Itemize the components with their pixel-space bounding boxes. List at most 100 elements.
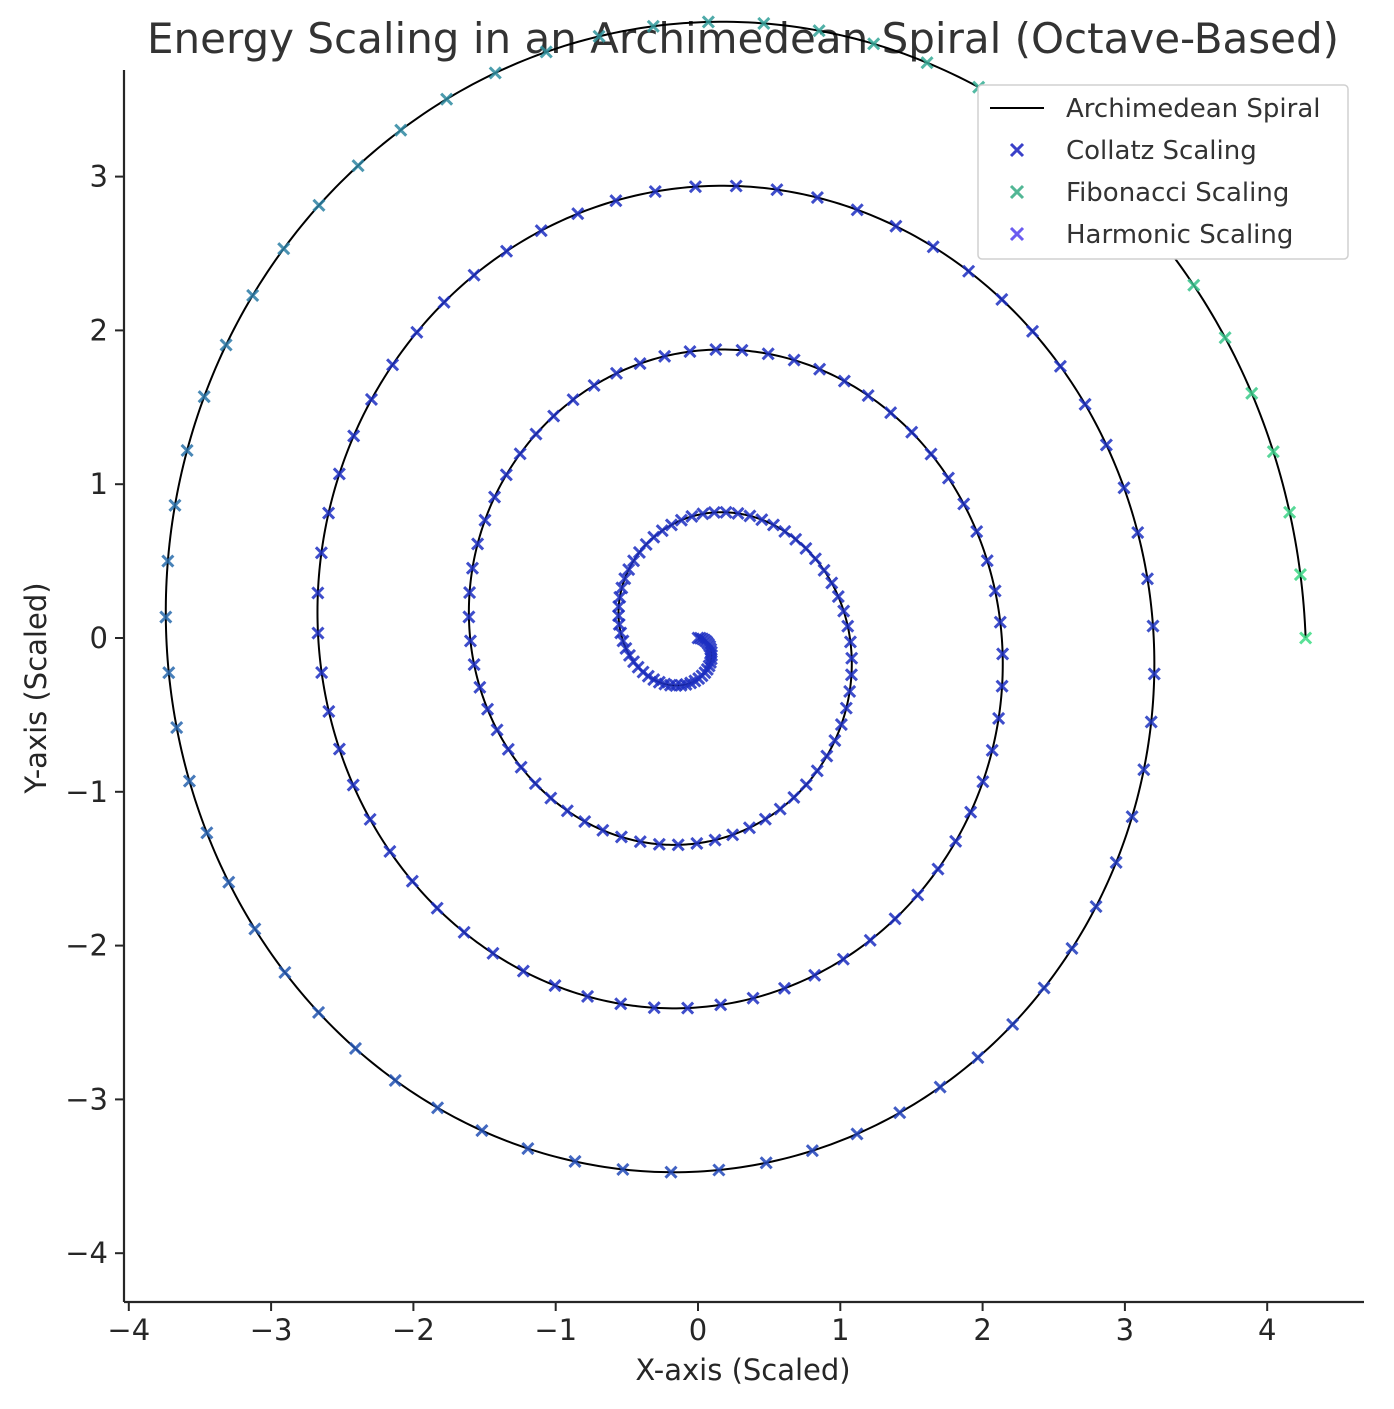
scatter-point: [578, 814, 592, 829]
scatter-point: [817, 563, 831, 577]
scaling-markers: [159, 15, 1313, 1179]
scatter-point: [884, 406, 898, 420]
scatter-point: [845, 651, 859, 665]
y-tick-label: 1: [90, 467, 108, 501]
scatter-point: [1037, 981, 1051, 995]
legend-items: Archimedean Spiral Collatz Scaling Fibonac…: [990, 94, 1320, 250]
scatter-point: [825, 576, 839, 590]
scatter-point: [808, 968, 822, 982]
scatter-point: [1299, 631, 1313, 645]
scatter-point: [440, 92, 454, 106]
scatter-point: [889, 219, 903, 233]
scatter-point: [222, 875, 236, 889]
scatter-point: [770, 183, 784, 197]
x-tick-label: 2: [973, 1313, 991, 1347]
scatter-point: [547, 409, 561, 423]
x-tick-label: 1: [831, 1313, 849, 1347]
x-ticks: −4 −3 −2 −1 0 1 2 3 4: [107, 1302, 1276, 1347]
scatter-point: [410, 325, 424, 339]
scatter-point: [315, 666, 329, 680]
scatter-point: [613, 590, 627, 604]
scatter-point: [701, 15, 715, 29]
scatter-point: [394, 123, 408, 137]
scatter-point: [1125, 810, 1139, 824]
scatter-point: [311, 586, 325, 600]
y-tick-label: 2: [90, 313, 108, 347]
scatter-point: [911, 888, 925, 902]
scatter-point: [363, 812, 377, 826]
scatter-point: [926, 240, 940, 254]
scatter-point: [499, 244, 514, 258]
scatter-point: [467, 657, 481, 672]
scatter-point: [486, 946, 500, 960]
scatter-point: [861, 389, 875, 403]
scatter-point: [609, 366, 624, 380]
scatter-point: [867, 37, 881, 51]
scatter-point: [633, 835, 647, 849]
scatter-point: [405, 874, 419, 888]
scatter-point: [311, 626, 325, 640]
scatter-point: [805, 1144, 819, 1158]
scatter-point: [622, 648, 637, 662]
scatter-point: [685, 509, 699, 524]
scatter-point: [1293, 568, 1307, 582]
scatter-point: [431, 1101, 445, 1115]
scatter-point: [566, 393, 580, 407]
x-tick-label: −4: [107, 1313, 150, 1347]
scatter-point: [311, 1005, 326, 1019]
scatter-point: [1266, 445, 1280, 459]
scatter-point: [681, 1001, 695, 1015]
scatter-point: [592, 29, 606, 43]
legend-label: Harmonic Scaling: [1066, 220, 1293, 250]
scatter-point: [277, 242, 291, 256]
scatter-point: [457, 925, 471, 939]
scatter-point: [568, 1154, 582, 1169]
scatter-point: [513, 447, 527, 461]
scatter-point: [664, 1165, 678, 1179]
scatter-point: [501, 742, 515, 756]
plot-area: [159, 15, 1313, 1179]
scatter-point: [627, 655, 641, 669]
scatter-point: [850, 1127, 864, 1141]
x-tick-label: 4: [1258, 1313, 1276, 1347]
scatter-point: [837, 604, 851, 618]
scatter-point: [995, 292, 1009, 307]
scatter-point: [957, 497, 971, 511]
scatter-point: [993, 615, 1007, 629]
scatter-point: [633, 357, 647, 371]
scatter-point: [759, 1156, 773, 1170]
scatter-point: [810, 191, 824, 205]
y-ticks: −4 −3 −2 −1 0 1 2 3: [65, 160, 124, 1270]
scatter-point: [646, 19, 660, 33]
scatter-point: [729, 179, 743, 193]
scatter-point: [828, 734, 842, 748]
scatter-point: [548, 978, 562, 993]
scatter-point: [312, 198, 326, 212]
scatter-point: [581, 989, 595, 1004]
scatter-point: [696, 507, 710, 521]
y-tick-label: 0: [90, 621, 108, 655]
scatter-point: [544, 791, 558, 805]
scatter-point: [1147, 667, 1161, 681]
scatter-point: [490, 723, 504, 737]
scatter-point: [180, 443, 194, 457]
scatter-point: [622, 563, 636, 577]
scatter-point: [777, 981, 792, 995]
scatter-point: [587, 378, 601, 393]
legend-marker-swatch: [1009, 226, 1025, 242]
scatter-point: [664, 518, 679, 532]
scatter-point: [683, 345, 697, 359]
scatter-point: [719, 505, 733, 519]
scatter-point: [726, 828, 740, 842]
scatter-point: [1099, 438, 1113, 452]
scatter-point: [949, 834, 963, 848]
scatter-point: [618, 572, 632, 586]
legend-marker-swatch: [1009, 142, 1025, 158]
scatter-point: [924, 447, 938, 461]
scatter-point: [688, 180, 703, 194]
y-tick-label: −3: [65, 1082, 108, 1116]
scatter-point: [1006, 1017, 1020, 1031]
scatter-point: [560, 804, 574, 818]
scatter-point: [571, 207, 585, 221]
scatter-point: [200, 826, 214, 840]
